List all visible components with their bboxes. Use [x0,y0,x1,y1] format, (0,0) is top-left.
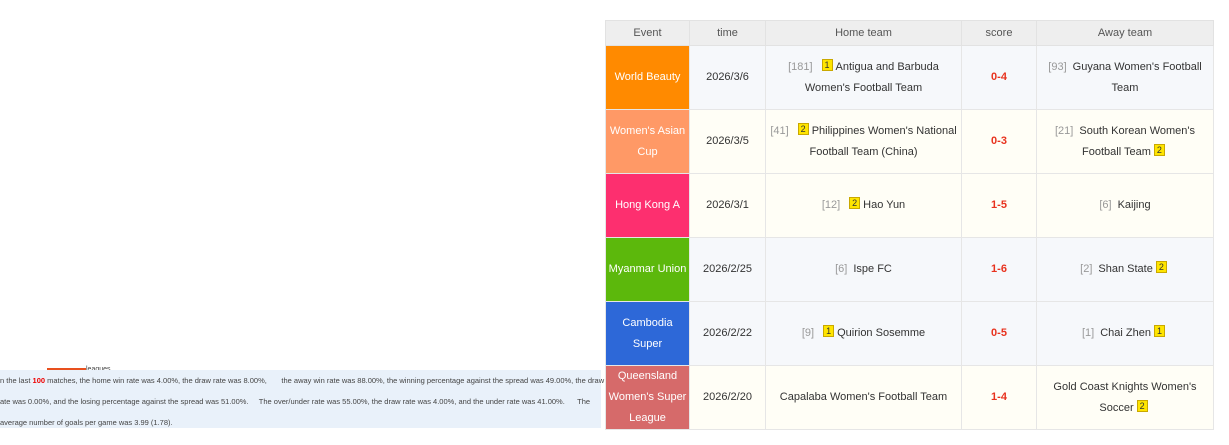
team-rank: [2] [1080,263,1093,275]
time-cell: 2026/2/22 [689,301,766,366]
event-name[interactable]: World Beauty [614,71,681,83]
team-rank: [41] [770,124,789,137]
stats-line-3: average number of goals per game was 3.9… [0,418,173,427]
home-team-name[interactable]: Hao Yun [863,199,906,211]
event-name[interactable]: Myanmar Union [608,263,687,275]
away-team-cell[interactable]: [1] Chai Zhen 1 [1036,301,1214,366]
rank-badge: 2 [1155,261,1167,273]
header-home-team: Home team [765,20,962,46]
table-row[interactable]: Myanmar Union 2026/2/25 [6] Ispe FC 1-6 [… [605,237,1214,302]
header-time: time [689,20,766,46]
home-team-cell[interactable]: [9] 1 Quirion Sosemme [765,301,962,366]
home-team-name[interactable]: Antigua and Barbuda Women's Football Tea… [804,60,939,94]
score[interactable]: 1-5 [991,199,1007,211]
team-rank: [93] [1048,60,1067,73]
stats-prefix: n the last [0,376,31,385]
header-away-team: Away team [1036,20,1214,46]
event-cell[interactable]: Queensland Women's Super League [605,365,690,430]
home-team-cell[interactable]: [41] 2 Philippines Women's National Footba… [765,109,962,174]
time-cell: 2026/2/25 [689,237,766,302]
rank-badge: 2 [1153,143,1165,156]
away-team-cell[interactable]: [2] Shan State 2 [1036,237,1214,302]
home-team-name[interactable]: Capalaba Women's Football Team [779,391,948,403]
score-cell[interactable]: 0-5 [961,301,1037,366]
score[interactable]: 1-6 [991,263,1007,275]
score[interactable]: 0-5 [991,327,1007,339]
rank-badge: 1 [821,58,833,71]
home-team-cell[interactable]: [6] Ispe FC [765,237,962,302]
team-rank: [12] [821,199,841,211]
away-team-name[interactable]: South Korean Women's Football Team [1079,124,1195,158]
time-cell: 2026/2/20 [689,365,766,430]
rank-badge: 2 [849,197,861,209]
event-cell[interactable]: Cambodia Super [605,301,690,366]
time-cell: 2026/3/6 [689,45,766,110]
header-event: Event [605,20,690,46]
score-cell[interactable]: 1-6 [961,237,1037,302]
score-cell[interactable]: 0-3 [961,109,1037,174]
score[interactable]: 1-4 [991,391,1007,403]
home-team-name[interactable]: Ispe FC [853,263,892,275]
score-cell[interactable]: 1-4 [961,365,1037,430]
home-team-cell[interactable]: [181] 1 Antigua and Barbuda Women's Footba… [765,45,962,110]
team-rank: [9] [801,327,815,339]
home-team-name[interactable]: Quirion Sosemme [837,327,926,339]
rank-badge: 1 [823,325,835,337]
team-rank: [181] [788,60,813,73]
event-name[interactable]: Hong Kong A [615,199,680,211]
away-team-name[interactable]: Kaijing [1117,199,1151,211]
away-team-cell[interactable]: Gold Coast Knights Women's Soccer 2 [1036,365,1214,430]
event-name[interactable]: Cambodia Super [622,316,673,350]
stats-line-1: n the last 100 matches, the home win rat… [0,370,605,391]
away-team-cell[interactable]: [6] Kaijing [1036,173,1214,238]
away-team-name[interactable]: Gold Coast Knights Women's Soccer [1053,380,1197,414]
score[interactable]: 0-3 [991,135,1007,147]
event-cell[interactable]: Myanmar Union [605,237,690,302]
rank-badge: 1 [1154,325,1165,337]
leagues-tab[interactable]: leagues [86,366,111,373]
table-row[interactable]: Queensland Women's Super League 2026/2/2… [605,365,1214,430]
match-count: 100 [32,376,46,385]
away-team-name[interactable]: Shan State [1098,263,1153,275]
rank-badge: 2 [1136,399,1148,412]
away-team-cell[interactable]: [93] Guyana Women's Football Team [1036,45,1214,110]
away-team-name[interactable]: Guyana Women's Football Team [1072,60,1202,94]
team-rank: [21] [1055,124,1074,137]
table-row[interactable]: Hong Kong A 2026/3/1 [12] 2 Hao Yun 1-5 [6… [605,173,1214,238]
home-team-cell[interactable]: [12] 2 Hao Yun [765,173,962,238]
event-name[interactable]: Queensland Women's Super League [608,370,687,424]
active-tab-indicator [47,368,86,370]
away-team-name[interactable]: Chai Zhen [1100,327,1151,339]
event-name[interactable]: Women's Asian Cup [609,124,686,158]
score[interactable]: 0-4 [991,71,1007,83]
header-score: score [961,20,1037,46]
time-cell: 2026/3/5 [689,109,766,174]
team-rank: [1] [1082,327,1095,339]
table-header: Event time Home team score Away team [605,20,1214,46]
time-cell: 2026/3/1 [689,173,766,238]
team-rank: [6] [1099,199,1112,211]
event-cell[interactable]: Women's Asian Cup [605,109,690,174]
stats-line-1-rest: matches, the home win rate was 4.00%, th… [45,376,605,385]
rank-badge: 2 [797,122,809,135]
score-cell[interactable]: 1-5 [961,173,1037,238]
stats-summary: n the last 100 matches, the home win rat… [0,370,605,428]
table-row[interactable]: Cambodia Super 2026/2/22 [9] 1 Quirion Sos… [605,301,1214,366]
stats-line-2: ate was 0.00%, and the losing percentage… [0,397,591,406]
match-table: Event time Home team score Away team Wor… [605,20,1214,430]
home-team-name[interactable]: Philippines Women's National Football Te… [809,124,957,158]
table-row[interactable]: Women's Asian Cup 2026/3/5 [41] 2 Philippi… [605,109,1214,174]
event-cell[interactable]: World Beauty [605,45,690,110]
score-cell[interactable]: 0-4 [961,45,1037,110]
event-cell[interactable]: Hong Kong A [605,173,690,238]
team-rank: [6] [835,263,848,275]
away-team-cell[interactable]: [21] South Korean Women's Football Team 2 [1036,109,1214,174]
table-row[interactable]: World Beauty 2026/3/6 [181] 1 Antigua and … [605,45,1214,110]
home-team-cell[interactable]: Capalaba Women's Football Team [765,365,962,430]
